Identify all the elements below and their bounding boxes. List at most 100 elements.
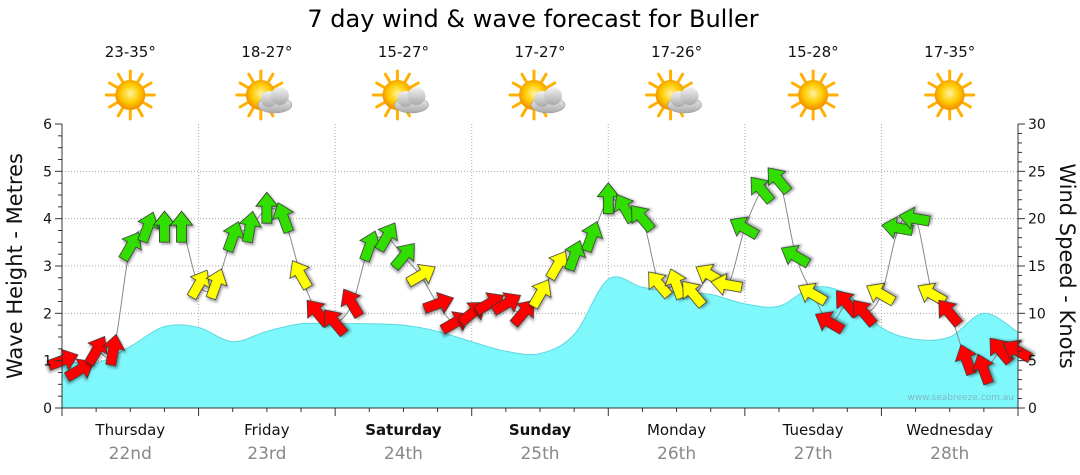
sun-ray	[136, 72, 144, 84]
temperature-range: 15-27°	[378, 43, 429, 61]
sun-disc	[798, 80, 829, 110]
sun-ray	[375, 101, 386, 109]
wind-arrow	[563, 239, 587, 272]
sun-ray	[247, 72, 255, 84]
sun-ray	[648, 81, 660, 89]
sun-ray	[657, 72, 665, 84]
sun-disc	[934, 80, 965, 110]
sun-ray	[511, 101, 523, 109]
x-day-date: 27th	[794, 444, 833, 464]
wind-series-arrows	[46, 167, 1034, 386]
sun-ray	[141, 101, 153, 109]
wind-arrow	[271, 202, 295, 235]
y-axis-left-title: Wave Height - Metres	[3, 153, 27, 379]
wind-arrow	[780, 244, 812, 269]
wind-arrow	[238, 210, 262, 244]
wind-arrow	[405, 263, 436, 288]
cloud-puff	[544, 87, 562, 105]
x-axis-day-labels: Thursday 22nd Friday 23rd Saturday 24th Sunday…	[94, 421, 993, 464]
sun-ray	[927, 81, 939, 89]
y-left-tick-label: 3	[43, 259, 52, 275]
sun-ray	[116, 72, 125, 84]
x-day-date: 28th	[930, 444, 969, 464]
sun-ray	[824, 81, 836, 89]
weather-icons	[104, 69, 976, 121]
sun-ray	[540, 72, 548, 84]
chart-title: 7 day wind & wave forecast for Buller	[307, 5, 758, 33]
wind-arrow	[169, 210, 194, 243]
y-right-tick-label: 10	[1028, 306, 1046, 322]
y-right-tick-label: 25	[1028, 164, 1046, 180]
y-left-tick-label: 2	[43, 306, 52, 322]
sun-ray	[266, 72, 275, 84]
x-day-name: Saturday	[365, 421, 442, 439]
y-axis-right-title: Wind Speed - Knots	[1055, 163, 1079, 368]
x-day-name: Tuesday	[782, 421, 844, 439]
temperature-range: 18-27°	[241, 43, 292, 61]
sun-ray	[824, 101, 836, 109]
cloud	[530, 87, 566, 114]
y-left-tick-label: 0	[43, 401, 52, 417]
x-day-name: Monday	[647, 421, 706, 439]
sun-ray	[403, 72, 411, 84]
sun-ray	[108, 81, 119, 89]
sun-ray	[961, 81, 972, 89]
y-axis-right-ticks: 0 5 10 15 20 25 30	[1028, 117, 1046, 417]
sun-ray	[247, 106, 255, 118]
sun-ray	[648, 101, 660, 109]
wind-arrow	[374, 222, 398, 253]
wind-arrow	[729, 216, 761, 241]
wind-arrow	[509, 299, 535, 328]
sun-ray	[927, 101, 939, 109]
y-right-tick-label: 0	[1028, 401, 1037, 417]
wind-arrow	[648, 271, 673, 300]
sun-ray	[657, 106, 665, 118]
cloud	[667, 87, 702, 114]
temperature-range: 15-28°	[788, 43, 839, 61]
wind-arrow	[750, 176, 776, 205]
wind-arrow	[528, 279, 552, 310]
sun-ray	[520, 106, 528, 118]
wind-arrow	[664, 268, 687, 301]
x-day-date: 26th	[657, 444, 696, 464]
wind-arrow	[710, 272, 743, 297]
axes	[55, 123, 1025, 416]
temperature-range: 17-26°	[651, 43, 702, 61]
wind-arrow	[205, 268, 228, 301]
partly-cloudy-icon	[235, 69, 293, 121]
sun-ray	[108, 101, 119, 109]
cloud-puff	[407, 87, 426, 105]
y-axis-left-ticks: 0 1 2 3 4 5 6	[43, 117, 52, 417]
wind-arrow	[422, 291, 455, 315]
sunny-icon	[787, 69, 839, 121]
y-left-tick-label: 4	[43, 212, 52, 228]
sun-ray	[799, 106, 808, 118]
y-left-tick-label: 1	[43, 354, 52, 370]
wind-arrow	[682, 280, 708, 309]
sun-ray	[383, 106, 392, 118]
x-day-date: 23rd	[247, 444, 286, 464]
y-left-tick-label: 6	[43, 117, 52, 133]
partly-cloudy-icon	[645, 69, 702, 121]
sun-ray	[136, 106, 144, 118]
wind-arrow	[631, 205, 656, 234]
day-temperatures: 23-35° 18-27° 15-27° 17-27° 17-26° 15-28° 17-3…	[105, 43, 976, 61]
wind-arrow	[866, 282, 897, 307]
sun-ray	[819, 106, 827, 118]
partly-cloudy-icon	[508, 69, 566, 121]
temperature-range: 17-35°	[924, 43, 975, 61]
sun-ray	[408, 81, 420, 89]
temperature-range: 17-27°	[514, 43, 565, 61]
wind-arrow	[853, 299, 878, 328]
y-right-tick-label: 30	[1028, 117, 1046, 133]
wind-arrow	[118, 231, 142, 263]
cloud-puff	[680, 87, 699, 105]
y-right-tick-label: 15	[1028, 259, 1046, 275]
cloud	[257, 87, 293, 114]
x-day-name: Thursday	[94, 421, 165, 439]
wind-arrow	[490, 292, 522, 316]
wind-arrow	[390, 243, 415, 272]
temperature-range: 23-35°	[105, 43, 156, 61]
x-day-name: Wednesday	[906, 421, 993, 439]
